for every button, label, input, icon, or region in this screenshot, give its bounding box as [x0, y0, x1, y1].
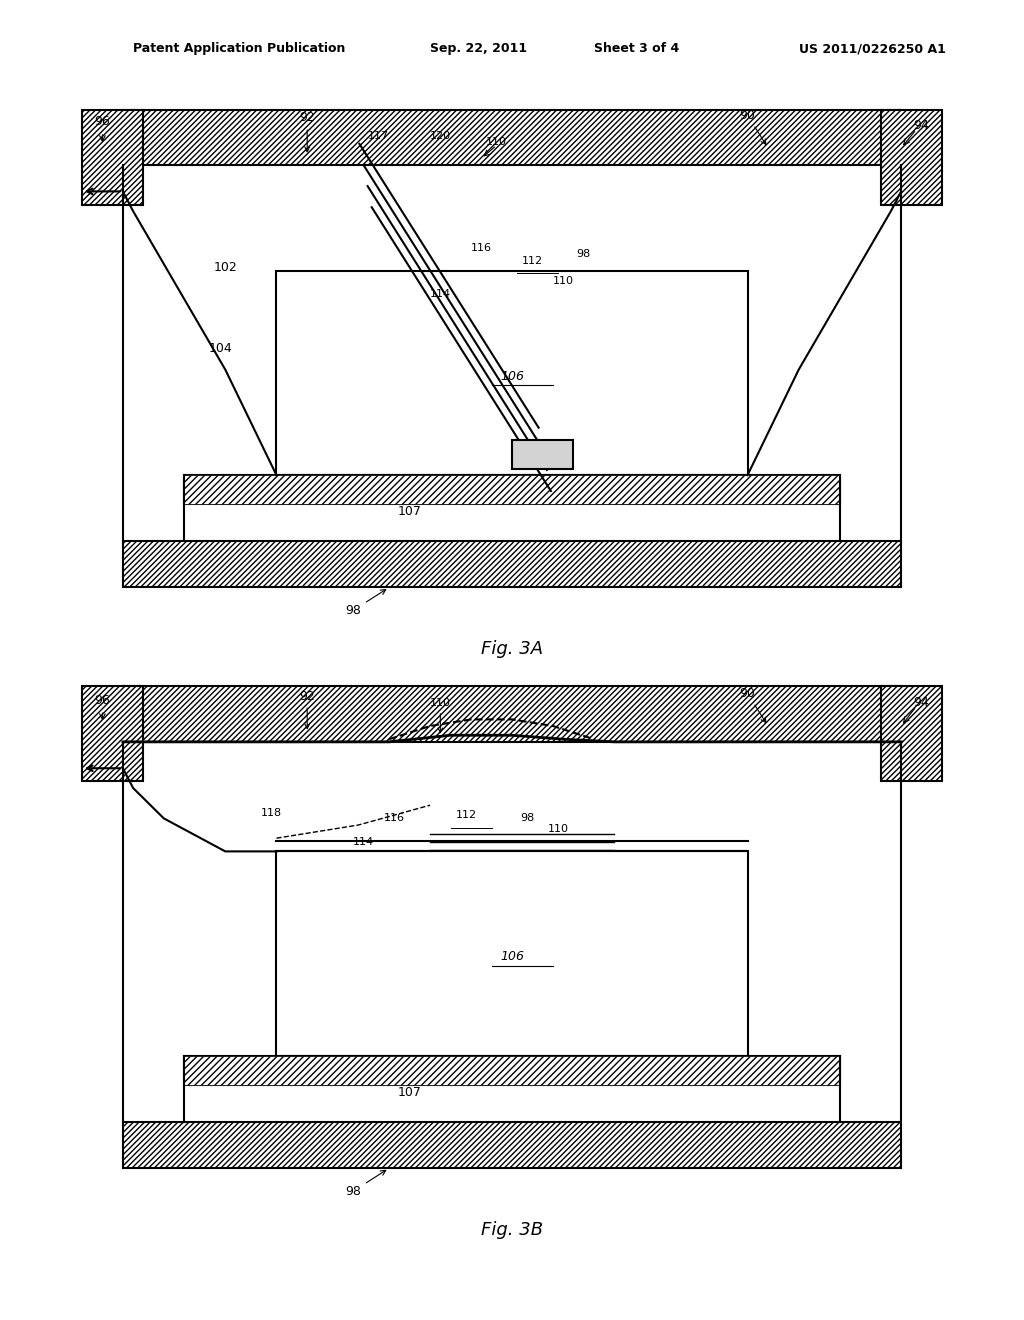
Text: 90: 90: [739, 686, 766, 722]
Text: Patent Application Publication: Patent Application Publication: [133, 42, 345, 55]
Text: Fig. 3A: Fig. 3A: [481, 640, 543, 659]
Bar: [123, 686, 901, 742]
Text: 120: 120: [430, 131, 451, 141]
Bar: [512, 440, 573, 469]
Text: 98: 98: [520, 813, 535, 824]
Bar: [184, 1056, 840, 1085]
Text: 92: 92: [299, 689, 315, 729]
Text: Sep. 22, 2011: Sep. 22, 2011: [430, 42, 527, 55]
Text: Sheet 3 of 4: Sheet 3 of 4: [594, 42, 679, 55]
Bar: [184, 475, 840, 504]
Text: Fig. 3B: Fig. 3B: [481, 1221, 543, 1239]
Text: 112: 112: [456, 810, 476, 821]
Text: 116: 116: [471, 243, 492, 253]
Text: 94: 94: [913, 696, 930, 709]
Text: 106: 106: [500, 950, 524, 964]
Text: 104: 104: [208, 342, 232, 355]
Bar: [123, 541, 901, 587]
Text: 98: 98: [345, 1171, 386, 1197]
Text: 90: 90: [739, 108, 766, 144]
Text: 110: 110: [486, 137, 507, 148]
Text: 116: 116: [384, 813, 404, 824]
Text: 110: 110: [430, 698, 451, 733]
Text: 96: 96: [94, 115, 111, 128]
Text: 107: 107: [397, 1085, 422, 1098]
Text: 117: 117: [369, 131, 389, 141]
Text: 106: 106: [500, 370, 524, 383]
Text: 114: 114: [353, 837, 374, 847]
Bar: [276, 271, 748, 475]
Bar: [276, 851, 748, 1056]
Text: 112: 112: [522, 256, 543, 267]
Text: 96: 96: [94, 693, 111, 706]
Bar: [123, 110, 901, 165]
Text: 94: 94: [913, 119, 930, 132]
Text: 107: 107: [397, 504, 422, 517]
Text: US 2011/0226250 A1: US 2011/0226250 A1: [799, 42, 945, 55]
Text: 118: 118: [261, 808, 282, 818]
Bar: [82, 686, 143, 781]
Bar: [881, 110, 942, 205]
Bar: [123, 1122, 901, 1168]
Text: 98: 98: [577, 249, 591, 260]
Bar: [881, 686, 942, 781]
Text: 102: 102: [213, 260, 238, 273]
Text: 110: 110: [548, 824, 568, 834]
Bar: [82, 110, 143, 205]
Text: 98: 98: [345, 590, 386, 616]
Text: 114: 114: [430, 289, 451, 300]
Text: 92: 92: [299, 111, 315, 152]
Text: 110: 110: [553, 276, 573, 286]
